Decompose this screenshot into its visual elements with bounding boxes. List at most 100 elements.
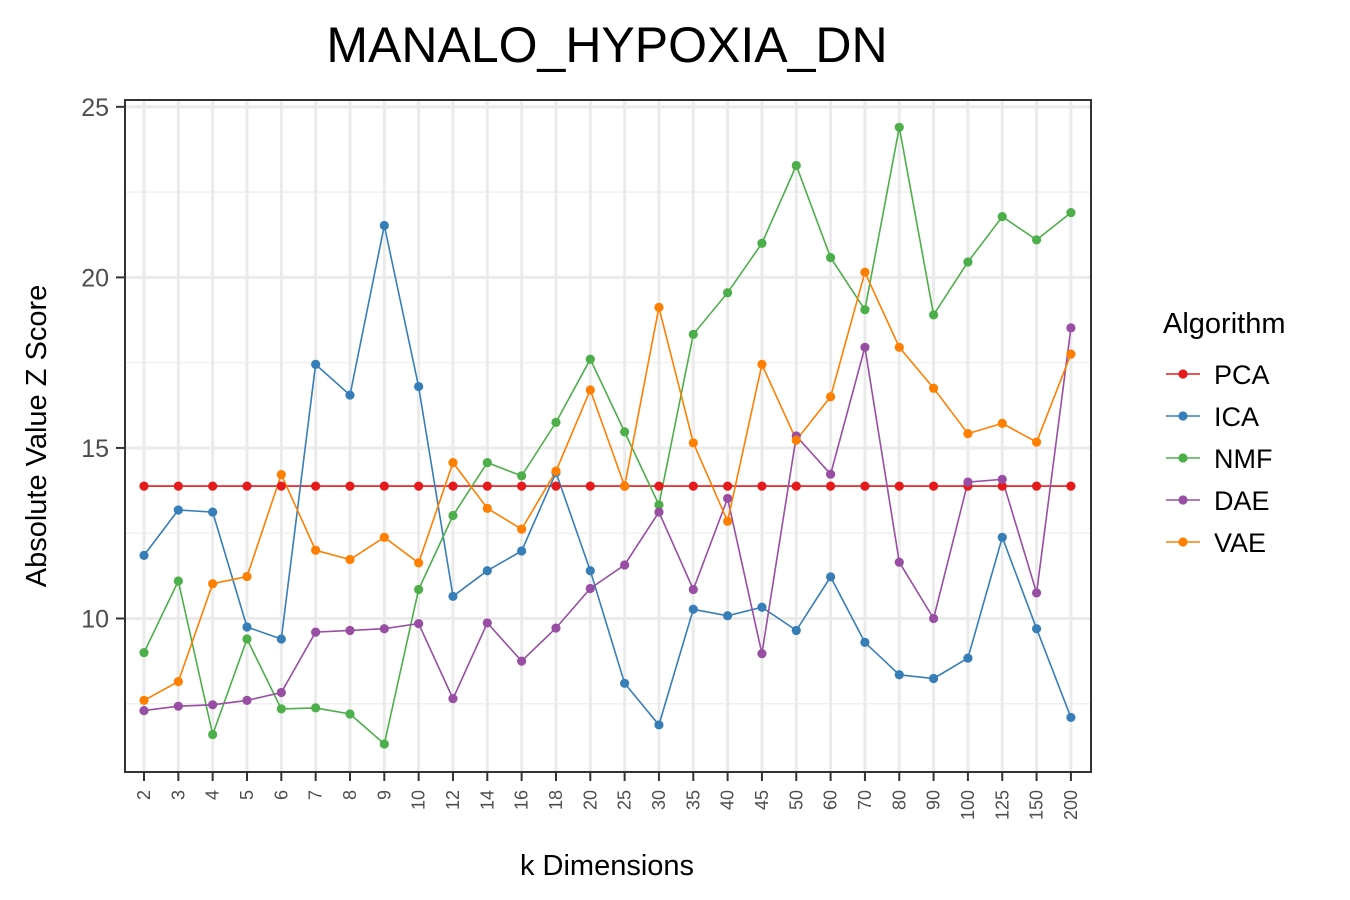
data-point-pca <box>826 481 836 491</box>
legend-marker-pca <box>1178 369 1188 379</box>
x-tick-label: 125 <box>992 790 1012 820</box>
data-point-pca <box>997 481 1007 491</box>
x-tick-label: 60 <box>821 790 841 810</box>
y-tick-label: 20 <box>81 264 109 292</box>
data-point-nmf <box>585 354 595 364</box>
data-point-ica <box>585 566 595 576</box>
data-point-vae <box>757 359 767 369</box>
data-point-dae <box>997 474 1007 484</box>
data-point-pca <box>860 481 870 491</box>
data-point-pca <box>654 481 664 491</box>
data-point-vae <box>311 545 321 555</box>
x-tick-label: 8 <box>340 790 360 800</box>
x-tick-label: 14 <box>477 790 497 810</box>
y-tick-label: 10 <box>81 605 109 633</box>
data-point-dae <box>173 701 183 711</box>
data-point-nmf <box>345 709 355 719</box>
data-point-pca <box>791 481 801 491</box>
data-point-vae <box>928 383 939 393</box>
series-points <box>139 122 1076 749</box>
data-point-pca <box>379 481 389 491</box>
data-point-dae <box>585 583 595 594</box>
data-point-dae <box>379 624 389 634</box>
x-tick-label: 45 <box>752 790 772 810</box>
data-point-pca <box>345 481 355 491</box>
data-point-vae <box>688 438 698 448</box>
series-line-nmf <box>143 127 1072 746</box>
data-point-vae <box>276 469 286 480</box>
data-point-ica <box>894 670 904 680</box>
data-point-pca <box>1066 481 1076 491</box>
data-point-pca <box>242 481 252 491</box>
data-point-nmf <box>997 212 1007 222</box>
data-point-nmf <box>860 305 870 315</box>
data-point-dae <box>620 560 630 570</box>
data-point-nmf <box>551 417 561 427</box>
x-tick-label: 100 <box>958 790 978 820</box>
data-point-dae <box>688 584 698 595</box>
data-point-pca <box>1031 481 1042 491</box>
data-point-vae <box>860 267 870 277</box>
data-point-nmf <box>379 739 389 749</box>
data-point-ica <box>311 359 321 369</box>
data-point-vae <box>585 385 595 395</box>
x-tick-label: 9 <box>374 790 394 800</box>
panel-border <box>124 99 1092 773</box>
x-tick-label: 10 <box>409 790 429 810</box>
data-point-vae <box>620 481 630 491</box>
data-point-vae <box>173 677 183 687</box>
data-point-pca <box>517 481 527 491</box>
x-tick-label: 30 <box>649 790 669 810</box>
data-point-pca <box>448 481 458 491</box>
data-point-ica <box>345 390 355 400</box>
y-axis-label: Absolute Value Z Score <box>21 285 53 588</box>
data-point-ica <box>1031 624 1042 634</box>
data-point-vae <box>242 571 252 582</box>
data-point-dae <box>139 705 149 716</box>
data-point-ica <box>928 673 939 684</box>
data-point-nmf <box>791 160 801 171</box>
x-tick-label: 50 <box>786 790 806 810</box>
data-point-vae <box>1066 349 1076 359</box>
data-point-dae <box>723 493 733 504</box>
data-point-nmf <box>276 704 286 714</box>
x-tick-label: 20 <box>580 790 600 810</box>
data-point-dae <box>242 695 252 705</box>
data-point-nmf <box>1031 235 1042 245</box>
x-tick-label: 3 <box>168 790 188 800</box>
data-point-dae <box>928 613 939 624</box>
data-point-pca <box>688 481 698 491</box>
data-point-nmf <box>894 122 904 132</box>
x-axis-label: k Dimensions <box>520 850 694 882</box>
data-point-nmf <box>139 648 149 658</box>
data-point-nmf <box>311 703 321 713</box>
data-point-ica <box>517 546 527 556</box>
data-point-vae <box>345 554 355 565</box>
data-point-nmf <box>688 329 698 339</box>
data-point-vae <box>551 466 561 476</box>
legend-label-dae: DAE <box>1214 486 1270 516</box>
data-point-ica <box>757 602 767 612</box>
data-point-nmf <box>482 458 492 468</box>
data-point-dae <box>860 342 870 352</box>
x-tick-label: 2 <box>134 790 154 800</box>
data-point-nmf <box>208 729 218 740</box>
data-point-nmf <box>928 310 939 320</box>
x-tick-label: 40 <box>718 790 738 810</box>
x-tick-label: 12 <box>443 790 463 810</box>
data-point-vae <box>826 392 836 402</box>
data-point-vae <box>723 516 733 526</box>
data-point-ica <box>860 637 870 647</box>
data-point-nmf <box>414 584 424 595</box>
legend-label-pca: PCA <box>1214 360 1270 390</box>
data-point-ica <box>1066 712 1076 723</box>
data-point-vae <box>791 435 801 445</box>
series-line-vae <box>143 269 1072 702</box>
data-point-vae <box>963 429 973 439</box>
y-axis: 10 15 20 25 <box>81 94 125 633</box>
data-point-pca <box>139 481 149 491</box>
y-tick-label: 25 <box>81 94 109 122</box>
data-point-pca <box>173 481 183 491</box>
data-point-ica <box>723 611 733 621</box>
legend-label-nmf: NMF <box>1214 444 1272 474</box>
